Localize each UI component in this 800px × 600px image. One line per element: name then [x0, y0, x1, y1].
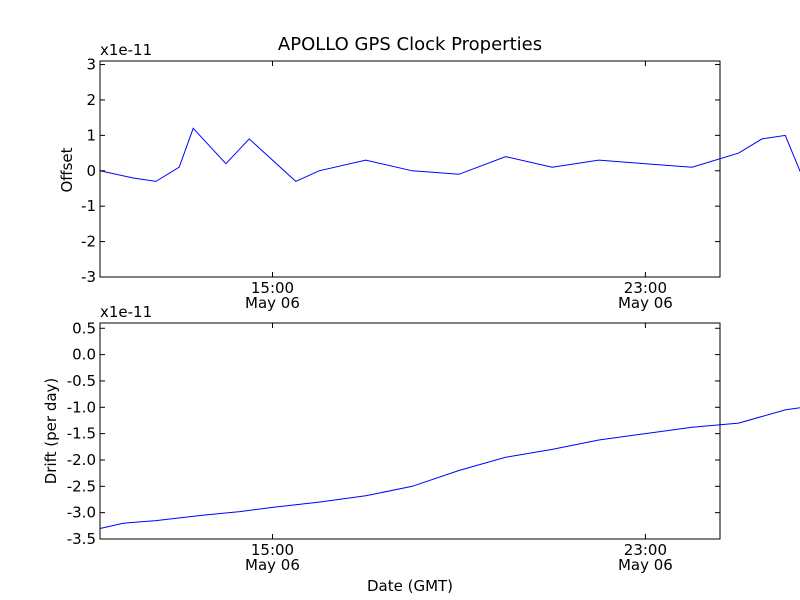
- x-tick-time-label: 15:00: [251, 541, 294, 559]
- chart-title: APOLLO GPS Clock Properties: [278, 34, 542, 55]
- series-line-0-0: [99, 127, 800, 182]
- y-tick-label: 0.0: [72, 346, 96, 364]
- drift-panel: x1e-11 Drift (per day) Date (GMT) -3.5 -3…: [42, 303, 800, 595]
- y-tick-label: -2.5: [67, 477, 96, 495]
- x-axis-label: Date (GMT): [367, 577, 453, 595]
- x-tick-date-label: May 06: [245, 294, 300, 312]
- y-tick-label: 0: [86, 162, 96, 180]
- y-tick-label: -1: [81, 197, 96, 215]
- x-tick-date-label: May 06: [618, 556, 673, 574]
- series-line-1-0: [99, 407, 800, 529]
- y-tick-label: -1.5: [67, 425, 96, 443]
- plot-frame: [99, 60, 721, 278]
- drift-y-axis-label: Drift (per day): [42, 378, 60, 485]
- x-tick-time-label: 23:00: [624, 279, 667, 297]
- y-tick-label: 1: [86, 126, 96, 144]
- y-tick-label: -3.0: [67, 504, 96, 522]
- y-tick-label: -3.5: [67, 530, 96, 548]
- x-tick-date-label: May 06: [618, 294, 673, 312]
- offset-axis-scale-label: x1e-11: [100, 41, 152, 59]
- offset-y-axis-label: Offset: [58, 147, 76, 192]
- y-tick-label: -3: [81, 268, 96, 286]
- y-tick-label: -2.0: [67, 451, 96, 469]
- y-tick-label: -2: [81, 233, 96, 251]
- y-tick-label: -1.0: [67, 398, 96, 416]
- y-tick-label: 0.5: [72, 319, 96, 337]
- plot-frame: [99, 322, 721, 540]
- y-tick-label: -0.5: [67, 372, 96, 390]
- x-tick-time-label: 23:00: [624, 541, 667, 559]
- y-tick-label: 3: [86, 56, 96, 74]
- y-tick-label: 2: [86, 91, 96, 109]
- x-tick-time-label: 15:00: [251, 279, 294, 297]
- drift-axis-scale-label: x1e-11: [100, 303, 152, 321]
- x-tick-date-label: May 06: [245, 556, 300, 574]
